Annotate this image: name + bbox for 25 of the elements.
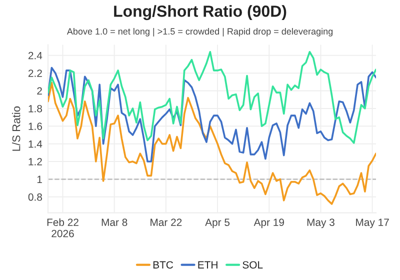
x-tick-label: Feb 22 2026: [47, 218, 78, 238]
line-series: [48, 50, 376, 144]
y-tick-label: 1.8: [28, 104, 42, 112]
x-tick-label: Apr 5: [205, 218, 230, 228]
chart-title: Long/Short Ratio (90D): [114, 5, 286, 20]
x-tick-label: May 3: [307, 218, 334, 228]
y-tick-label: 2: [37, 87, 42, 95]
y-axis-title: L/S Ratio: [12, 106, 20, 151]
x-tick-label: Mar 22: [150, 218, 182, 226]
x-tick-label: May 17: [356, 218, 389, 228]
chart-subtitle: Above 1.0 = net long | >1.5 = crowded | Rapid drop = deleveraging: [66, 28, 333, 36]
y-tick-label: 2.4: [28, 52, 42, 60]
line-series: [48, 82, 376, 205]
y-tick-label: 1.2: [28, 158, 42, 166]
y-tick-label: 0.8: [28, 193, 42, 201]
y-tick-label: 1.4: [28, 140, 42, 148]
legend-label: BTC: [153, 261, 174, 269]
y-tick-label: 1: [37, 176, 42, 183]
legend-label: ETH: [198, 261, 218, 268]
y-tick-label: 1.6: [28, 122, 42, 130]
x-tick-label: Mar 8: [102, 218, 128, 226]
legend-label: SOL: [242, 261, 263, 269]
x-tick-label: Apr 19: [254, 218, 284, 228]
y-tick-label: 2.2: [28, 70, 42, 77]
line-series: [48, 66, 376, 162]
